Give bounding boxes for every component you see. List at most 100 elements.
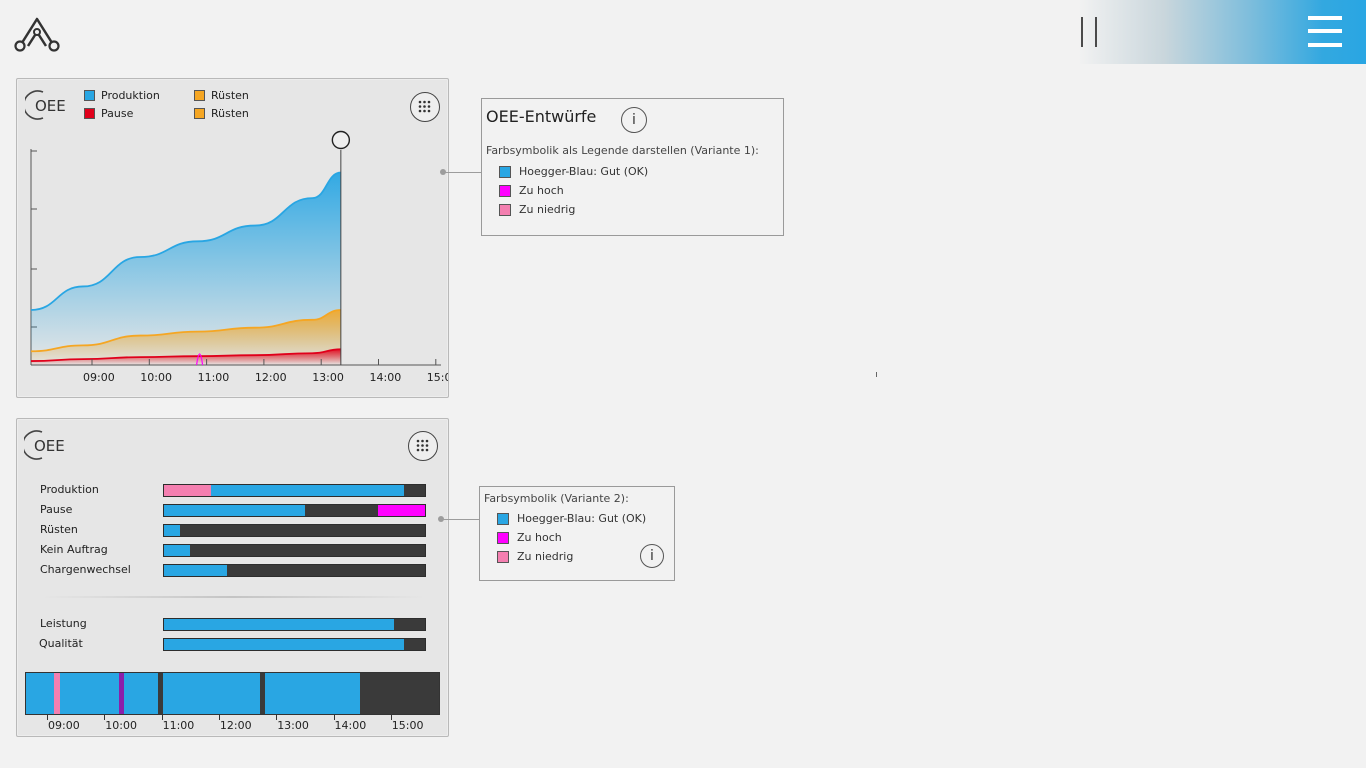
legend-swatch xyxy=(84,90,95,101)
timeline-tick-mark xyxy=(333,715,335,720)
bar-label: Chargenwechsel xyxy=(40,563,131,576)
oee-logo-text: OEE xyxy=(34,437,65,455)
bar-label: Leistung xyxy=(40,617,87,630)
bar-segment xyxy=(190,545,425,556)
timeline-tick-label: 09:00 xyxy=(48,719,80,732)
connector-line xyxy=(441,519,480,520)
legend-swatch xyxy=(194,108,205,119)
annotation-variant-1: OEE-Entwürfe i Farbsymbolik als Legende … xyxy=(481,98,784,236)
oee-bars-panel: OEE Produktion Pause Rüsten Kein Auftrag Cha… xyxy=(16,418,449,737)
timeline-segment xyxy=(265,673,361,714)
color-swatch xyxy=(497,550,509,563)
bar-segment xyxy=(304,505,379,516)
timeline-tick-label: 13:00 xyxy=(277,719,309,732)
bar-segment xyxy=(210,485,405,496)
x-tick-label: 09:00 xyxy=(83,371,115,384)
info-icon: i xyxy=(632,112,636,128)
timeline-segment xyxy=(260,673,266,714)
legend-item-ruesten: Rüsten xyxy=(194,89,249,102)
legend-swatch xyxy=(84,108,95,119)
timeline-segment xyxy=(26,673,55,714)
bar-label: Qualität xyxy=(39,637,83,650)
x-tick-label: 15:00 xyxy=(427,371,448,384)
timeline-segment xyxy=(163,673,261,714)
status-bar[interactable] xyxy=(163,544,426,557)
oee-logo-text: OEE xyxy=(35,97,66,115)
bar-label: Rüsten xyxy=(40,523,78,536)
timeline-tick-mark xyxy=(47,715,48,720)
connector-line xyxy=(443,172,482,173)
bar-segment xyxy=(164,639,405,650)
timeline-tick-label: 12:00 xyxy=(219,719,252,732)
legend-item-pause: Pause xyxy=(84,107,133,120)
series-area-1 xyxy=(31,310,341,365)
divider xyxy=(42,596,425,598)
x-tick-label: 12:00 xyxy=(255,371,287,384)
timeline-bar[interactable] xyxy=(25,672,440,715)
annotation-variant-2: Farbsymbolik (Variante 2): Hoegger-Blau:… xyxy=(479,486,675,581)
status-bar[interactable] xyxy=(163,564,426,577)
logo-icon[interactable] xyxy=(14,14,60,52)
chart-x-ticks: 09:00 10:00 11:00 12:00 13:00 14:00 15:00 xyxy=(83,359,448,384)
timeline-tick-mark xyxy=(390,715,392,720)
pause-icon[interactable] xyxy=(1078,16,1102,48)
oee-logo-icon: OEE xyxy=(25,90,66,120)
timeline-tick-mark xyxy=(218,715,220,720)
series-area-2 xyxy=(31,349,341,365)
bar-segment xyxy=(164,525,180,536)
x-tick-label: 14:00 xyxy=(370,371,402,384)
legend-label: Rüsten xyxy=(211,107,249,120)
anno-item-label: Zu hoch xyxy=(519,184,564,197)
timeline-segment xyxy=(360,673,439,714)
bar-segment xyxy=(164,545,191,556)
color-swatch xyxy=(499,165,511,178)
timeline-tick-label: 11:00 xyxy=(162,719,195,732)
x-tick-label: 11:00 xyxy=(198,371,230,384)
info-button[interactable]: i xyxy=(621,107,647,133)
hamburger-menu-icon[interactable] xyxy=(1306,14,1344,50)
x-tick-label: 13:00 xyxy=(312,371,344,384)
series-line-0 xyxy=(30,171,342,311)
timeline-tick-label: 14:00 xyxy=(334,719,367,732)
annotation-subtitle: Farbsymbolik (Variante 2): xyxy=(484,492,629,505)
anno-item-gut: Hoegger-Blau: Gut (OK) xyxy=(497,512,646,525)
legend-label: Pause xyxy=(101,107,134,120)
grid-menu-button[interactable] xyxy=(408,431,438,461)
bar-segment xyxy=(404,639,425,650)
timeline-segment xyxy=(123,673,159,714)
annotation-title: OEE-Entwürfe xyxy=(486,107,597,126)
bar-segment xyxy=(164,619,394,630)
info-button[interactable]: i xyxy=(640,544,664,568)
legend-swatch xyxy=(194,90,205,101)
stray-tick-mark xyxy=(876,372,877,377)
legend-label: Produktion xyxy=(101,89,160,102)
dots-grid-icon xyxy=(418,100,431,113)
anno-item-zu-hoch: Zu hoch xyxy=(497,531,562,544)
legend-item-produktion: Produktion xyxy=(84,89,160,102)
anno-item-label: Zu niedrig xyxy=(517,550,574,563)
color-swatch xyxy=(497,531,509,544)
status-bar[interactable] xyxy=(163,638,426,651)
status-bar[interactable] xyxy=(163,618,426,631)
grid-menu-button[interactable] xyxy=(410,92,440,122)
bar-segment xyxy=(164,565,227,576)
spike-mark xyxy=(196,353,204,366)
current-time-marker xyxy=(331,130,351,150)
series-line-2 xyxy=(30,348,341,362)
anno-item-zu-hoch: Zu hoch xyxy=(499,184,564,197)
anno-item-label: Hoegger-Blau: Gut (OK) xyxy=(517,512,647,525)
bar-segment xyxy=(393,619,425,630)
timeline-segment xyxy=(60,673,120,714)
status-bar[interactable] xyxy=(163,504,426,517)
status-bar[interactable] xyxy=(163,484,426,497)
legend-item-ruesten-2: Rüsten xyxy=(194,107,249,120)
status-bar[interactable] xyxy=(163,524,426,537)
annotation-subtitle: Farbsymbolik als Legende darstellen (Var… xyxy=(486,144,759,157)
legend-label: Rüsten xyxy=(211,89,249,102)
anno-item-zu-niedrig: Zu niedrig xyxy=(499,203,575,216)
bar-segment xyxy=(378,505,425,516)
color-swatch xyxy=(499,203,511,216)
info-icon: i xyxy=(650,548,654,564)
bar-segment xyxy=(404,485,425,496)
bar-label: Kein Auftrag xyxy=(40,543,108,556)
